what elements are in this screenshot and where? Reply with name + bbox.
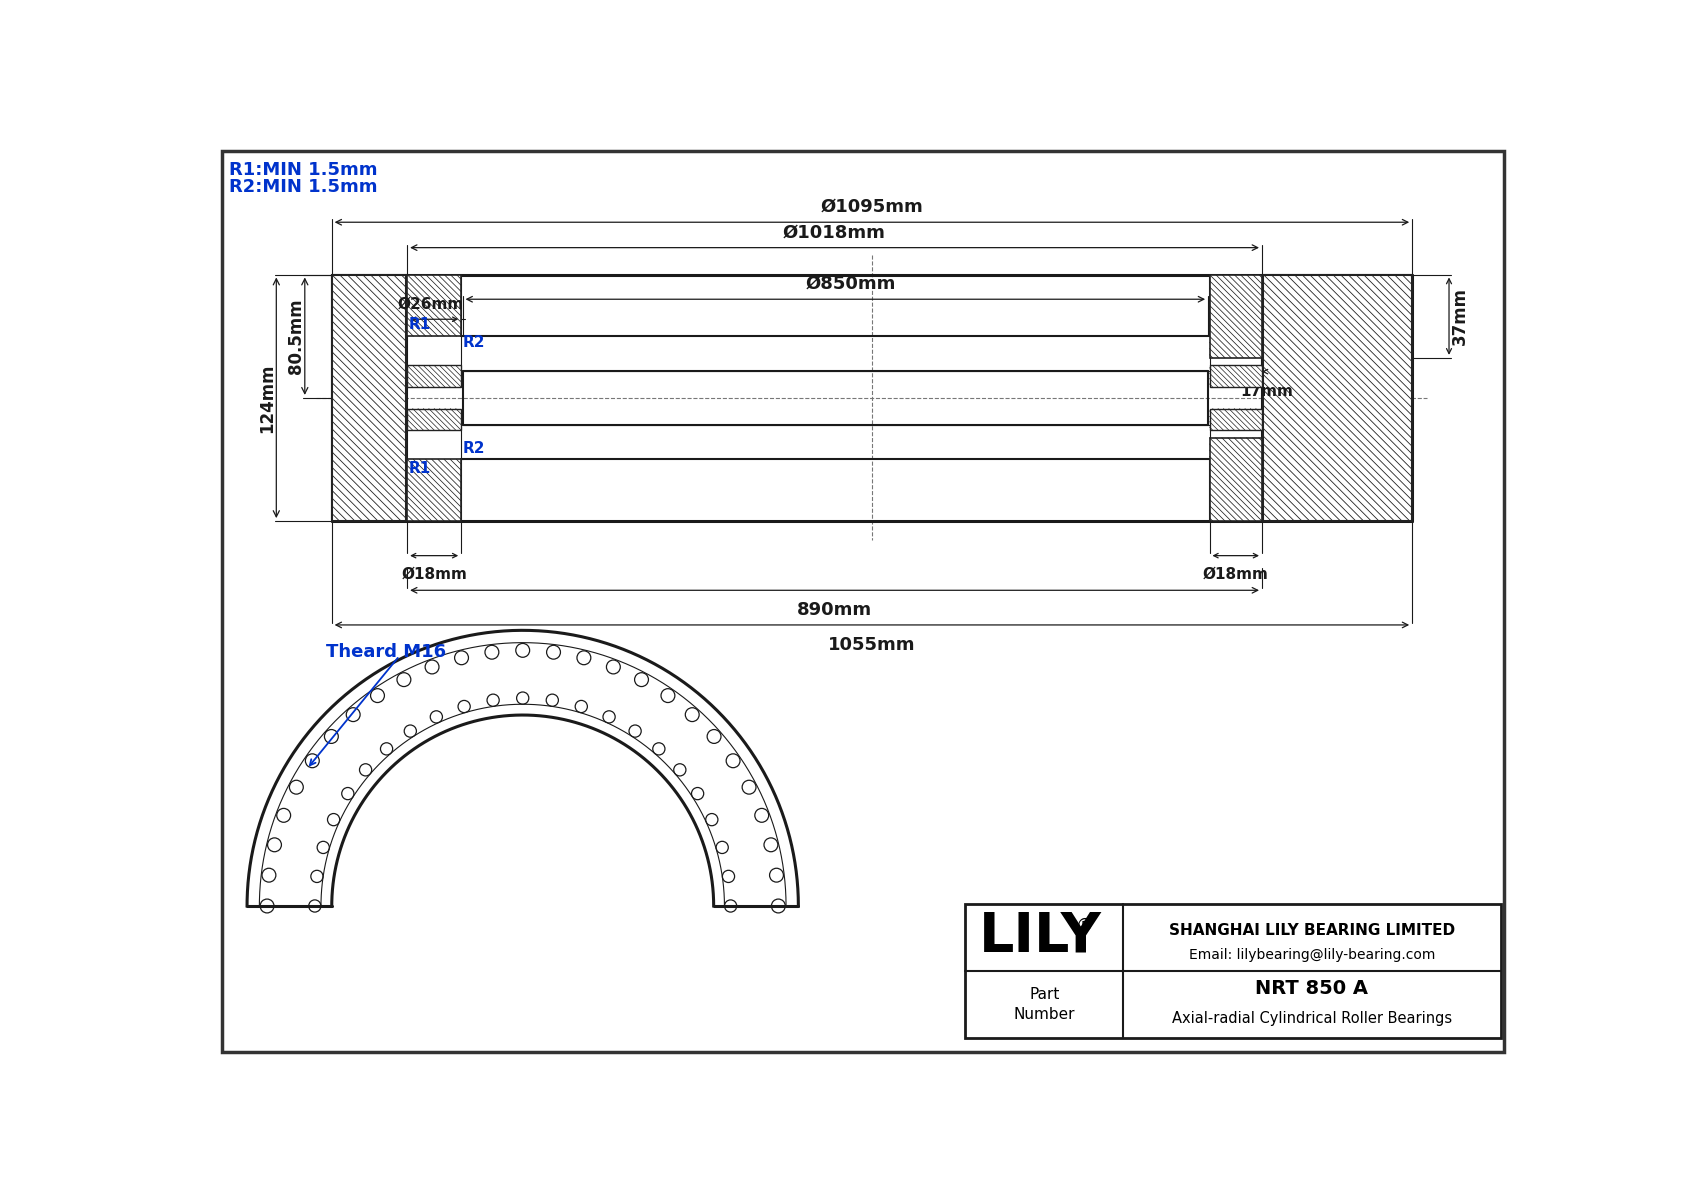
- Text: 124mm: 124mm: [258, 363, 276, 432]
- Text: Axial-radial Cylindrical Roller Bearings: Axial-radial Cylindrical Roller Bearings: [1172, 1011, 1452, 1025]
- Text: R2: R2: [463, 335, 485, 350]
- Text: LILY: LILY: [978, 909, 1101, 964]
- Text: ®: ®: [1076, 916, 1093, 934]
- Text: SHANGHAI LILY BEARING LIMITED: SHANGHAI LILY BEARING LIMITED: [1169, 923, 1455, 939]
- Text: 890mm: 890mm: [797, 601, 872, 619]
- Text: Ø18mm: Ø18mm: [1202, 567, 1268, 581]
- Text: Ø18mm: Ø18mm: [401, 567, 466, 581]
- Text: R2: R2: [463, 441, 485, 455]
- Text: Ø26mm: Ø26mm: [397, 297, 465, 312]
- Bar: [408, 409, 461, 430]
- Text: Email: lilybearing@lily-bearing.com: Email: lilybearing@lily-bearing.com: [1189, 948, 1435, 962]
- Text: Part
Number: Part Number: [1014, 987, 1074, 1022]
- Text: Ø1018mm: Ø1018mm: [783, 224, 886, 242]
- Text: R2:MIN 1.5mm: R2:MIN 1.5mm: [229, 179, 377, 197]
- Text: NRT 850 A: NRT 850 A: [1256, 979, 1369, 998]
- Text: 37mm: 37mm: [1452, 287, 1468, 345]
- Text: R1: R1: [409, 317, 431, 332]
- Text: 80.5mm: 80.5mm: [286, 299, 305, 374]
- Bar: [1209, 409, 1261, 430]
- Bar: [408, 460, 461, 520]
- Text: Ø1095mm: Ø1095mm: [820, 198, 923, 216]
- Bar: [408, 366, 461, 387]
- Text: Ø850mm: Ø850mm: [805, 275, 896, 293]
- Text: 1055mm: 1055mm: [829, 636, 916, 654]
- Text: R1:MIN 1.5mm: R1:MIN 1.5mm: [229, 161, 377, 179]
- Bar: [332, 275, 406, 520]
- Bar: [408, 275, 461, 336]
- Bar: [1263, 275, 1413, 520]
- Bar: [1209, 438, 1261, 520]
- Bar: [965, 904, 1500, 1039]
- Text: Theard M16: Theard M16: [327, 643, 446, 661]
- Text: R1: R1: [409, 461, 431, 476]
- Bar: [1209, 275, 1261, 357]
- Bar: [1209, 366, 1261, 387]
- Text: 17mm: 17mm: [1239, 384, 1293, 399]
